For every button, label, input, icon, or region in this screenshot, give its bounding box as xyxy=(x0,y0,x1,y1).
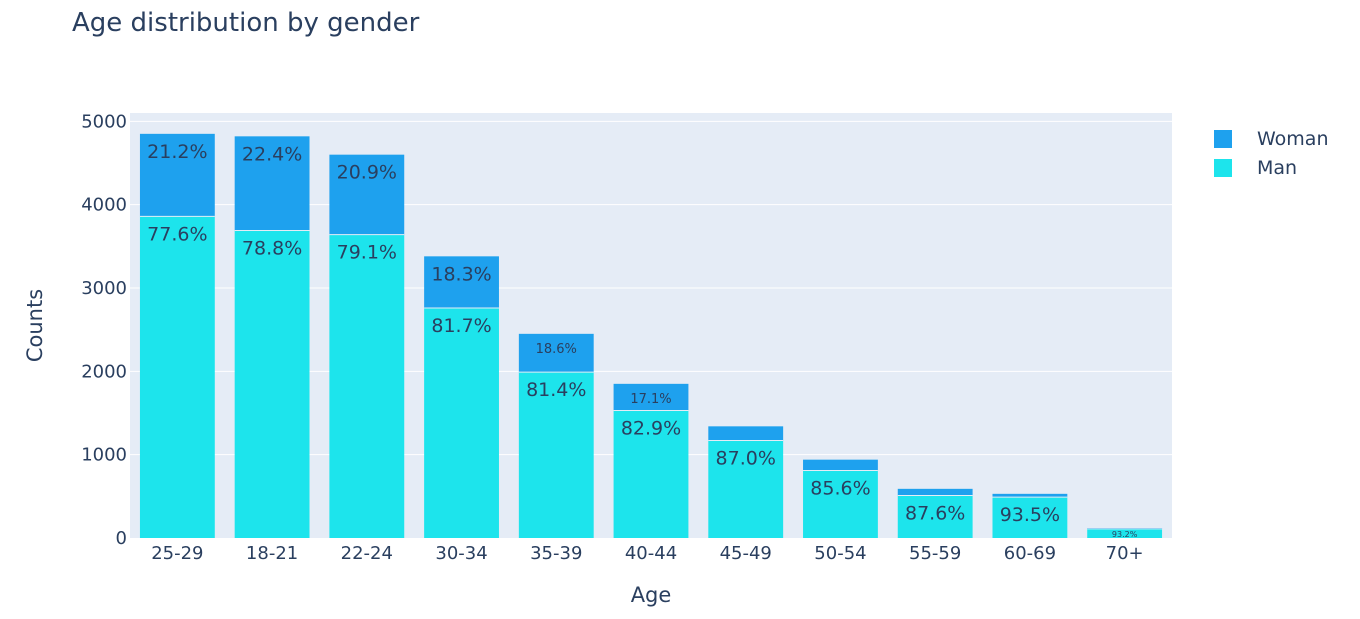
bar-woman-45-49[interactable] xyxy=(708,426,784,441)
y-tick-label: 0 xyxy=(116,528,127,549)
bar-man-18-21[interactable] xyxy=(234,230,310,539)
bar-label-woman: 18.3% xyxy=(431,263,491,285)
x-tick-label: 18-21 xyxy=(246,543,298,564)
chart-title: Age distribution by gender xyxy=(72,8,420,38)
x-tick-label: 45-49 xyxy=(720,543,772,564)
legend-swatch-man xyxy=(1214,158,1232,177)
bar-label-man: 79.1% xyxy=(337,242,397,264)
bar-woman-50-54[interactable] xyxy=(803,459,878,471)
bar-woman-30-34[interactable] xyxy=(424,256,499,308)
legend-label-woman: Woman xyxy=(1257,127,1329,150)
x-tick-label: 50-54 xyxy=(814,543,866,564)
bar-label-man: 93.2% xyxy=(1112,530,1138,539)
bar-label-man: 81.7% xyxy=(431,315,491,337)
bar-woman-40-44[interactable] xyxy=(613,383,689,411)
bar-woman-35-39[interactable] xyxy=(518,333,594,373)
legend-swatch-woman xyxy=(1214,129,1232,148)
bar-man-55-59[interactable] xyxy=(897,495,973,539)
x-tick-label: 22-24 xyxy=(341,543,393,564)
bar-labels: 77.6% 21.2% 78.8% 22.4% 79.1% 20.9% 81.7% 18.3%… xyxy=(147,141,1138,539)
legend-item-woman[interactable]: Woman xyxy=(1214,124,1329,153)
bar-label-man: 77.6% xyxy=(147,223,207,245)
bar-label-man: 87.6% xyxy=(905,503,965,525)
bar-man-70+[interactable] xyxy=(1087,528,1163,538)
bar-label-woman: 22.4% xyxy=(242,143,302,165)
bars xyxy=(139,133,1163,539)
x-tick-label: 35-39 xyxy=(530,543,582,564)
y-axis-label: Counts xyxy=(23,289,47,362)
bar-woman-18-21[interactable] xyxy=(234,136,310,231)
bar-man-35-39[interactable] xyxy=(518,372,594,538)
x-axis-label: Age xyxy=(631,583,672,607)
y-axis-ticks: 0 1000 2000 3000 4000 5000 xyxy=(81,111,127,549)
bar-label-man: 87.0% xyxy=(716,448,776,470)
bar-woman-25-29[interactable] xyxy=(139,133,215,217)
y-tick-label: 1000 xyxy=(81,445,127,466)
bar-label-man: 93.5% xyxy=(1000,504,1060,526)
bar-man-25-29[interactable] xyxy=(139,216,215,539)
bar-man-40-44[interactable] xyxy=(613,410,689,539)
x-tick-label: 60-69 xyxy=(1004,543,1056,564)
bar-label-woman: 21.2% xyxy=(147,141,207,163)
bar-woman-22-24[interactable] xyxy=(329,154,405,235)
bar-woman-60-69[interactable] xyxy=(992,493,1068,498)
bar-label-man: 81.4% xyxy=(526,379,586,401)
bar-man-50-54[interactable] xyxy=(803,470,878,539)
x-tick-label: 40-44 xyxy=(625,543,677,564)
bar-label-man: 78.8% xyxy=(242,238,302,260)
legend-item-man[interactable]: Man xyxy=(1214,153,1329,182)
bar-label-man: 85.6% xyxy=(810,478,870,500)
legend: Woman Man xyxy=(1214,124,1329,182)
bar-label-woman: 18.6% xyxy=(536,342,577,357)
x-tick-label: 70+ xyxy=(1106,543,1144,564)
bar-man-22-24[interactable] xyxy=(329,234,405,538)
bar-label-woman: 20.9% xyxy=(337,162,397,184)
bar-woman-55-59[interactable] xyxy=(897,488,973,496)
legend-label-man: Man xyxy=(1257,156,1298,179)
y-tick-label: 3000 xyxy=(81,278,127,299)
y-tick-label: 4000 xyxy=(81,195,127,216)
x-tick-label: 25-29 xyxy=(151,543,203,564)
bar-label-man: 82.9% xyxy=(621,418,681,440)
y-tick-label: 2000 xyxy=(81,361,127,382)
x-tick-label: 30-34 xyxy=(435,543,487,564)
bar-label-woman: 17.1% xyxy=(630,392,671,407)
bar-man-45-49[interactable] xyxy=(708,440,784,539)
bar-man-30-34[interactable] xyxy=(424,308,499,538)
x-axis-ticks: 25-29 18-21 22-24 30-34 35-39 40-44 45-49 50-54… xyxy=(151,543,1143,564)
y-tick-label: 5000 xyxy=(81,111,127,132)
bar-man-60-69[interactable] xyxy=(992,497,1068,538)
x-tick-label: 55-59 xyxy=(909,543,961,564)
